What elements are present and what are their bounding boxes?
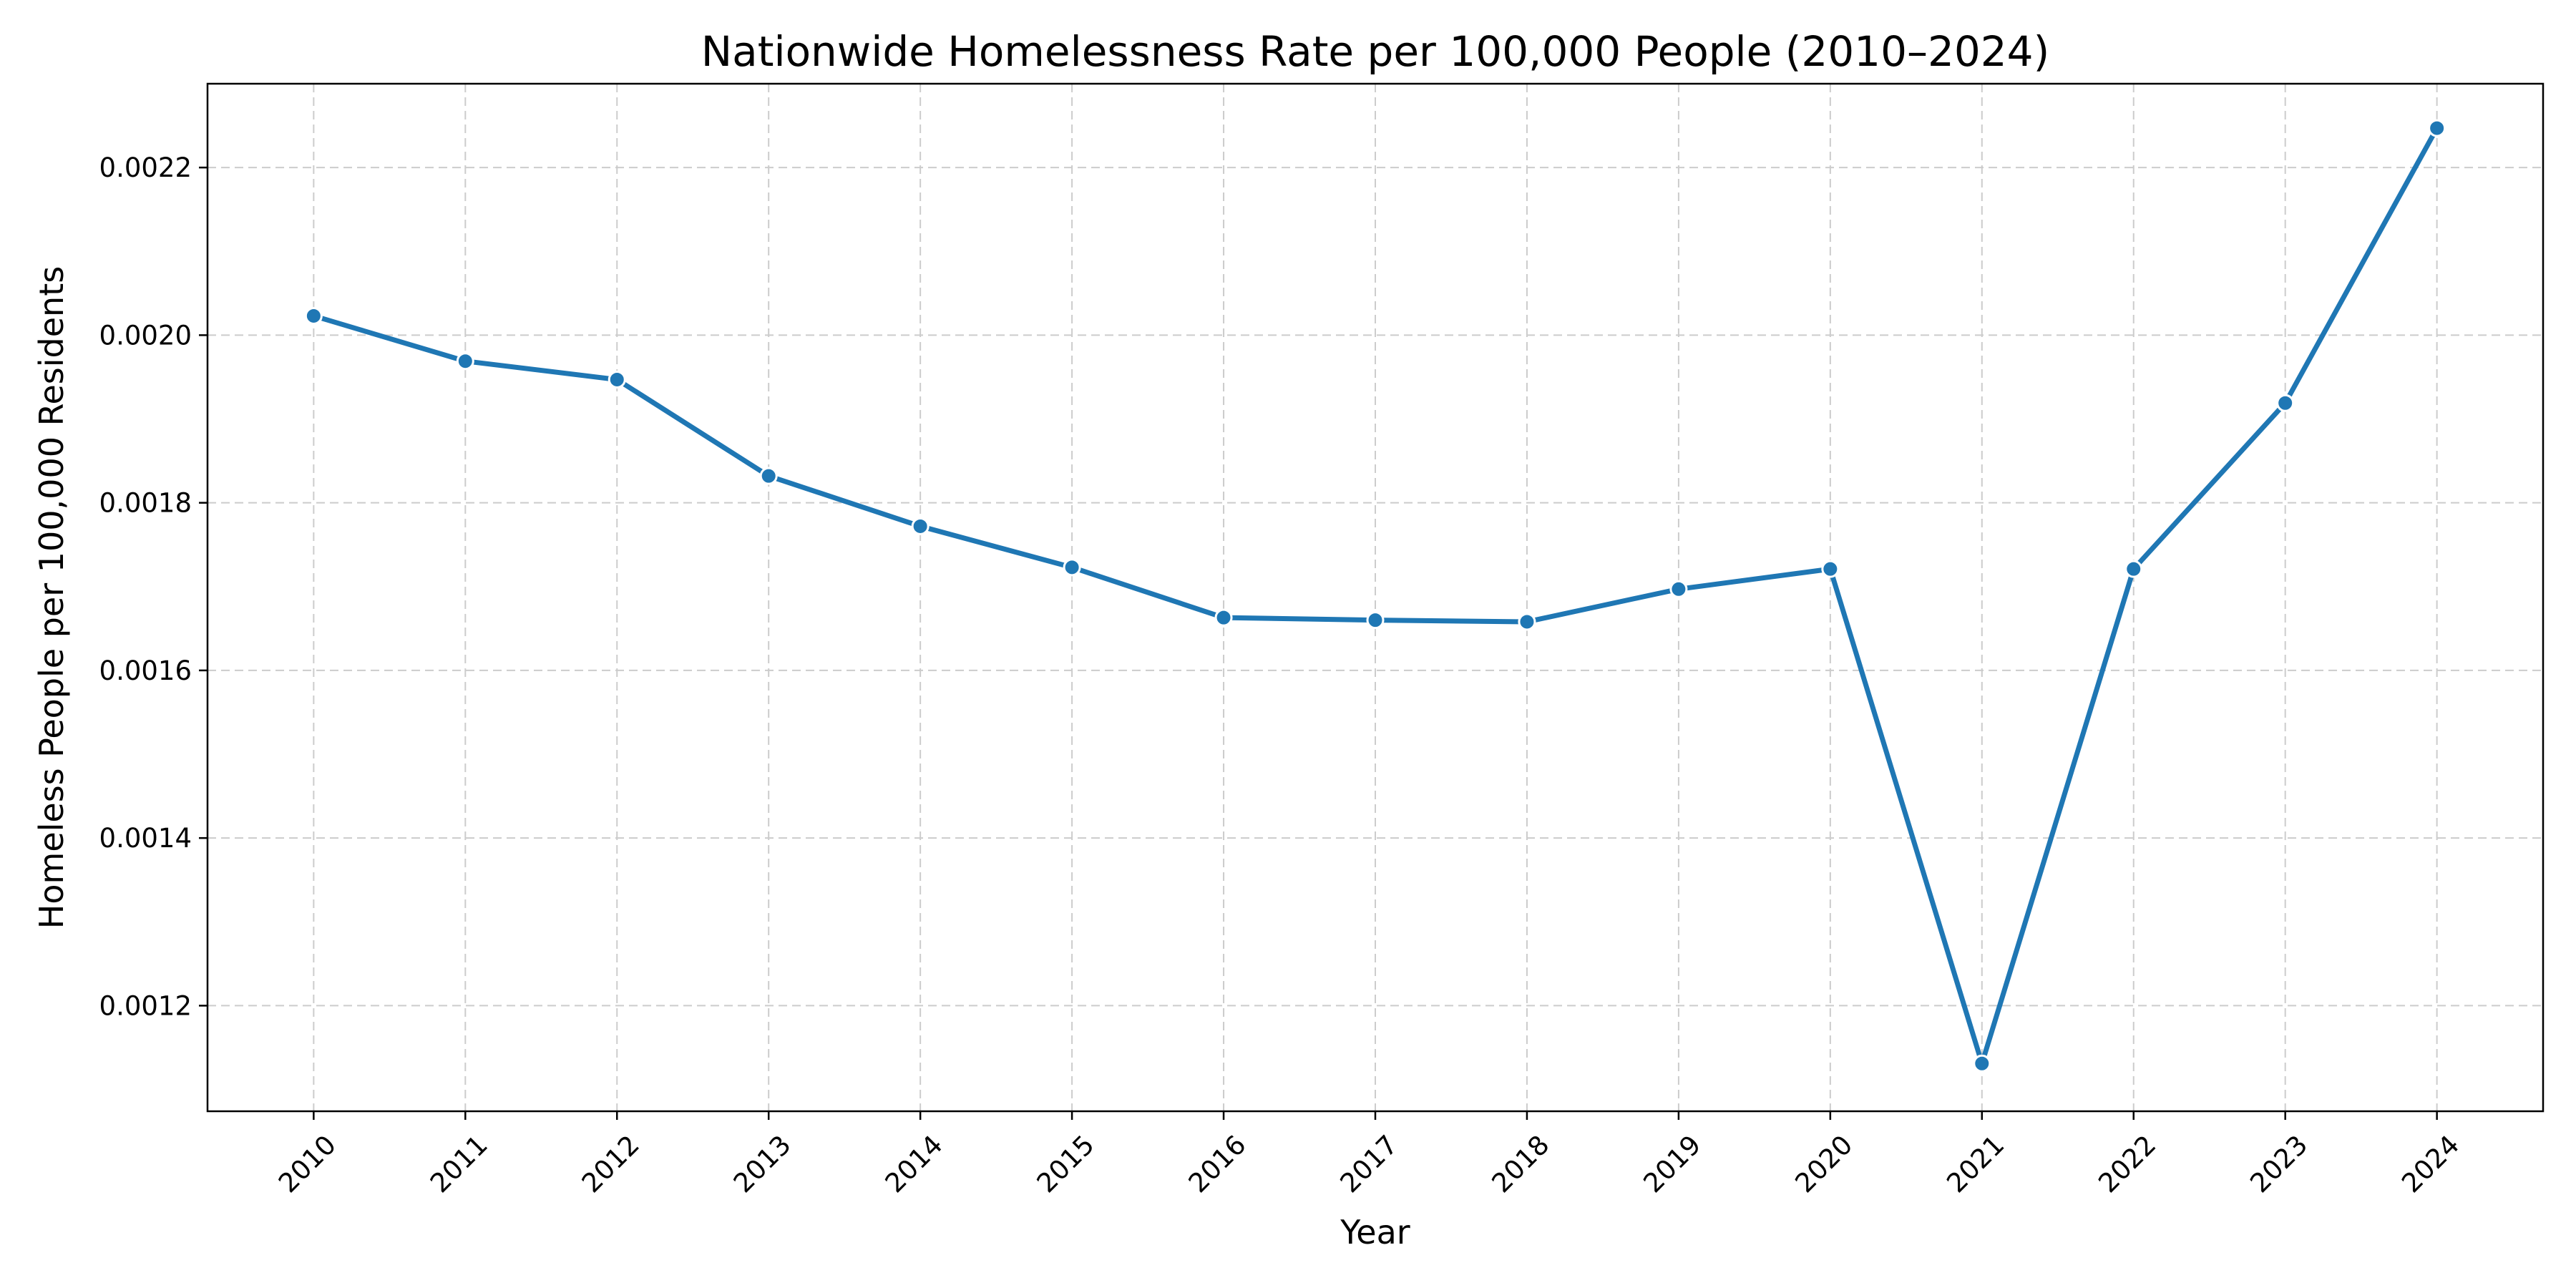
x-tick-label: 2016: [1183, 1129, 1252, 1199]
x-tick-label: 2021: [1941, 1129, 2010, 1199]
x-tick-label: 2024: [2396, 1129, 2465, 1199]
y-tick-label: 0.0018: [99, 488, 192, 519]
data-point: [1366, 611, 1385, 630]
y-tick-label: 0.0020: [99, 320, 192, 351]
x-tick-label: 2022: [2092, 1129, 2162, 1199]
data-point: [1821, 560, 1840, 578]
data-point: [456, 352, 474, 371]
data-point: [1063, 558, 1081, 577]
x-tick-label: 2015: [1031, 1129, 1101, 1199]
x-tick-label: 2014: [879, 1129, 949, 1199]
data-point: [304, 306, 323, 325]
x-tick-label: 2011: [424, 1129, 494, 1199]
x-tick-label: 2019: [1638, 1129, 1707, 1199]
data-point: [2428, 119, 2446, 137]
y-tick-label: 0.0022: [99, 152, 192, 183]
y-axis: 0.0012 0.0014 0.0016 0.0018 0.0020 0.0022: [99, 152, 208, 1021]
chart-title: Nationwide Homelessness Rate per 100,000…: [701, 27, 2049, 76]
x-tick-label: 2012: [576, 1129, 645, 1199]
x-tick-label: 2013: [728, 1129, 797, 1199]
y-axis-label: Homeless People per 100,000 Residents: [32, 266, 71, 929]
x-axis-label: Year: [1340, 1213, 1410, 1252]
data-point: [759, 467, 778, 485]
data-point: [1214, 608, 1233, 627]
y-tick-label: 0.0016: [99, 655, 192, 686]
grid-lines: [208, 84, 2543, 1111]
x-tick-label: 2010: [273, 1129, 342, 1199]
y-tick-label: 0.0014: [99, 823, 192, 854]
data-point: [1973, 1054, 1991, 1073]
series-layer: [304, 119, 2446, 1073]
x-tick-label: 2020: [1789, 1129, 1858, 1199]
y-tick-label: 0.0012: [99, 990, 192, 1021]
data-point: [608, 370, 626, 389]
data-point: [1669, 580, 1688, 598]
data-point: [911, 517, 930, 535]
x-tick-label: 2023: [2244, 1129, 2313, 1199]
x-axis: 2010 2011 2012 2013 2014 2015 2016 2017 2018 2019…: [273, 1111, 2465, 1199]
data-point: [2124, 560, 2143, 578]
data-point: [2276, 394, 2295, 412]
x-tick-label: 2018: [1486, 1129, 1556, 1199]
x-tick-label: 2017: [1335, 1129, 1404, 1199]
data-point: [1518, 613, 1536, 631]
